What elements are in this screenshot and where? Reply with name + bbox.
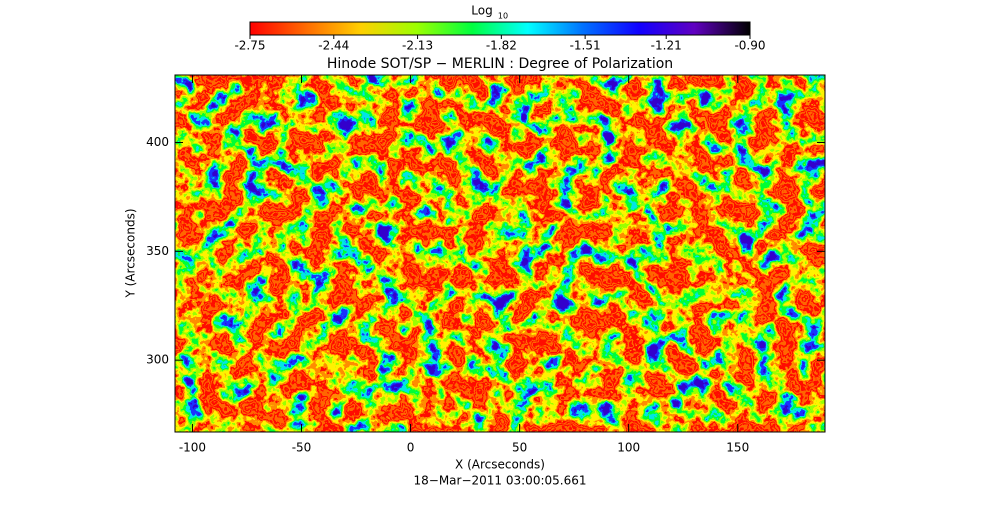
colorbar-tick-label: -1.21: [651, 39, 682, 53]
x-axis-label: X (Arcseconds): [455, 458, 545, 472]
y-axis-label: Y (Arcseconds): [124, 208, 138, 298]
date-annotation: 18−Mar−2011 03:00:05.661: [414, 474, 587, 488]
y-tick-label: 300: [146, 353, 169, 367]
y-tick-label: 400: [146, 135, 169, 149]
colorbar-label-subscript: 10: [498, 12, 508, 21]
heatmap-image: [175, 75, 825, 432]
colorbar-tick-label: -0.90: [734, 39, 765, 53]
x-tick-label: 150: [726, 441, 749, 455]
colorbar-tick-label: -1.51: [570, 39, 601, 53]
colorbar-tick-label: -1.82: [486, 39, 517, 53]
x-tick-label: -50: [292, 441, 312, 455]
chart-title: Hinode SOT/SP − MERLIN : Degree of Polar…: [327, 56, 673, 72]
x-tick-label: -100: [179, 441, 206, 455]
x-tick-label: 100: [617, 441, 640, 455]
colorbar-label: Log: [471, 4, 492, 18]
plot-frame: [174, 74, 826, 433]
colorbar-tick-label: -2.13: [402, 39, 433, 53]
x-tick-label: 0: [407, 441, 415, 455]
y-tick-label: 350: [146, 244, 169, 258]
colorbar: [249, 21, 751, 36]
colorbar-tick-label: -2.75: [234, 39, 265, 53]
x-tick-label: 50: [512, 441, 527, 455]
colorbar-tick-label: -2.44: [318, 39, 349, 53]
